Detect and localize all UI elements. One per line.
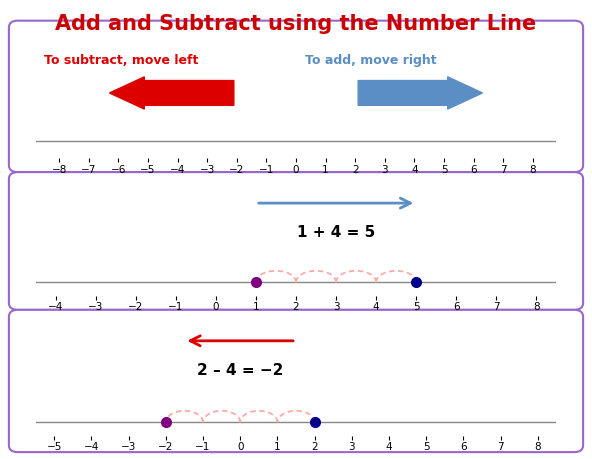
Text: Add and Subtract using the Number Line: Add and Subtract using the Number Line [56, 14, 536, 34]
Polygon shape [110, 77, 234, 109]
Text: 1 + 4 = 5: 1 + 4 = 5 [297, 225, 375, 241]
Text: 2 – 4 = −2: 2 – 4 = −2 [197, 363, 284, 378]
Text: To add, move right: To add, move right [305, 54, 436, 67]
Text: To subtract, move left: To subtract, move left [44, 54, 199, 67]
Polygon shape [358, 77, 482, 109]
